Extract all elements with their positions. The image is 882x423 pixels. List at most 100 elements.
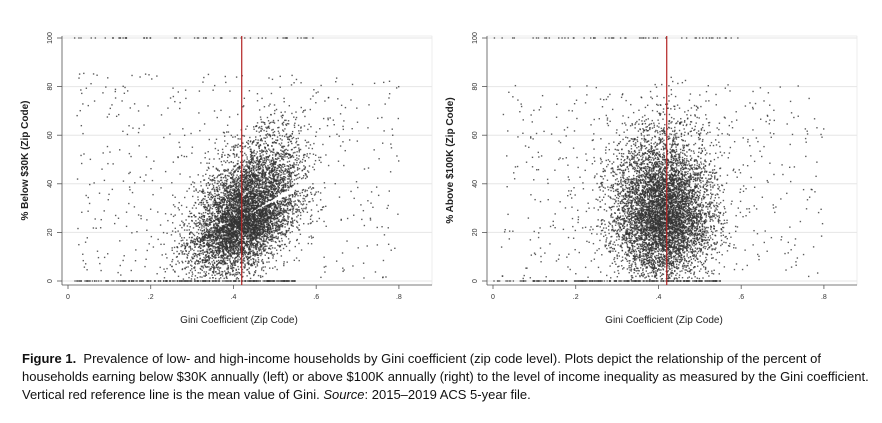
p0-point bbox=[268, 224, 270, 226]
p0-point bbox=[212, 221, 214, 223]
p0-point bbox=[217, 243, 220, 245]
p0-point bbox=[239, 251, 241, 254]
p0-point bbox=[287, 168, 289, 170]
p0-point bbox=[223, 238, 226, 240]
p0-point bbox=[243, 192, 245, 194]
p0-point bbox=[231, 176, 234, 179]
p0-point bbox=[248, 260, 250, 262]
p0-point bbox=[254, 204, 256, 207]
p0-point bbox=[188, 222, 190, 225]
p0-point bbox=[233, 234, 235, 237]
p0-point bbox=[227, 214, 230, 216]
p0-point bbox=[262, 226, 265, 228]
p0-point bbox=[281, 186, 284, 189]
p0-point bbox=[267, 185, 269, 187]
p0-point bbox=[303, 165, 305, 167]
p0-point bbox=[206, 224, 208, 227]
p0-point bbox=[276, 194, 278, 196]
p0-point bbox=[224, 254, 227, 256]
p0-point bbox=[282, 166, 284, 169]
p0-point bbox=[215, 249, 218, 252]
p0-point bbox=[259, 167, 262, 169]
p0-point bbox=[261, 275, 264, 278]
p0-point bbox=[251, 233, 254, 236]
p0-point bbox=[225, 201, 228, 203]
p0-point bbox=[268, 159, 270, 161]
p0-point bbox=[260, 121, 263, 123]
p0-point bbox=[307, 223, 309, 225]
p0-point bbox=[227, 131, 230, 133]
p0-point bbox=[229, 247, 231, 250]
p0-point bbox=[302, 154, 305, 157]
p0-point bbox=[236, 233, 239, 235]
p0-point bbox=[259, 195, 261, 198]
p0-point bbox=[317, 191, 320, 193]
p0-point bbox=[195, 223, 197, 225]
p0-point bbox=[193, 278, 196, 280]
p0-point bbox=[189, 232, 191, 234]
p0-point bbox=[227, 210, 230, 212]
p0-point bbox=[287, 144, 290, 146]
p0-point bbox=[259, 150, 261, 152]
p0-point bbox=[161, 254, 163, 256]
p0-point bbox=[277, 119, 279, 122]
p0-point bbox=[258, 214, 260, 217]
p0-point bbox=[284, 226, 286, 228]
p0-point bbox=[269, 135, 272, 138]
p0-point bbox=[232, 257, 234, 259]
p0-point bbox=[287, 171, 290, 173]
p0-point bbox=[243, 135, 246, 137]
p0-point bbox=[176, 255, 178, 258]
p0-point bbox=[208, 184, 210, 187]
p0-point bbox=[274, 153, 277, 155]
p0-point bbox=[271, 238, 274, 241]
p0-point bbox=[244, 250, 246, 253]
p0-point bbox=[217, 219, 219, 222]
p0-point bbox=[215, 243, 217, 246]
p0-point bbox=[231, 180, 234, 183]
p0-point bbox=[238, 256, 240, 258]
p0-point bbox=[268, 217, 271, 220]
p0-point bbox=[268, 127, 271, 129]
p0-point bbox=[231, 226, 234, 229]
p0-point bbox=[253, 236, 255, 238]
p0-point bbox=[244, 264, 246, 267]
p0-point bbox=[281, 190, 284, 193]
p0-point bbox=[294, 200, 296, 202]
p0-point bbox=[258, 197, 260, 200]
p0-point bbox=[272, 193, 274, 195]
p0-point bbox=[188, 229, 191, 231]
p0-point bbox=[296, 174, 298, 176]
p0-point bbox=[207, 237, 209, 240]
p0-point bbox=[270, 244, 273, 247]
p0-point bbox=[298, 130, 300, 132]
p0-point bbox=[277, 212, 279, 214]
p0-point bbox=[237, 202, 240, 204]
p0-point bbox=[237, 203, 239, 205]
p0-point bbox=[293, 183, 296, 185]
p0-point bbox=[268, 125, 270, 127]
p0-point bbox=[299, 192, 301, 195]
p0-point bbox=[259, 241, 261, 243]
p0-point bbox=[228, 245, 231, 248]
p0-point bbox=[221, 207, 223, 209]
p0-point bbox=[217, 259, 220, 262]
p0-point bbox=[214, 217, 216, 219]
p0-point bbox=[224, 216, 226, 218]
p0-point bbox=[217, 254, 219, 256]
p0-point bbox=[188, 236, 191, 239]
p0-point bbox=[239, 198, 242, 200]
p0-point bbox=[217, 169, 219, 172]
p0-point bbox=[257, 217, 260, 219]
p0-point bbox=[266, 176, 268, 179]
p0-point bbox=[237, 208, 239, 210]
p0-point bbox=[286, 182, 288, 185]
p0-point bbox=[256, 254, 259, 257]
p0-point bbox=[243, 260, 246, 262]
p0-point bbox=[201, 191, 203, 193]
p0-point bbox=[201, 233, 203, 236]
p0-point bbox=[257, 234, 259, 237]
p0-point bbox=[261, 253, 263, 255]
p0-point bbox=[201, 238, 204, 241]
p0-point bbox=[243, 168, 245, 171]
